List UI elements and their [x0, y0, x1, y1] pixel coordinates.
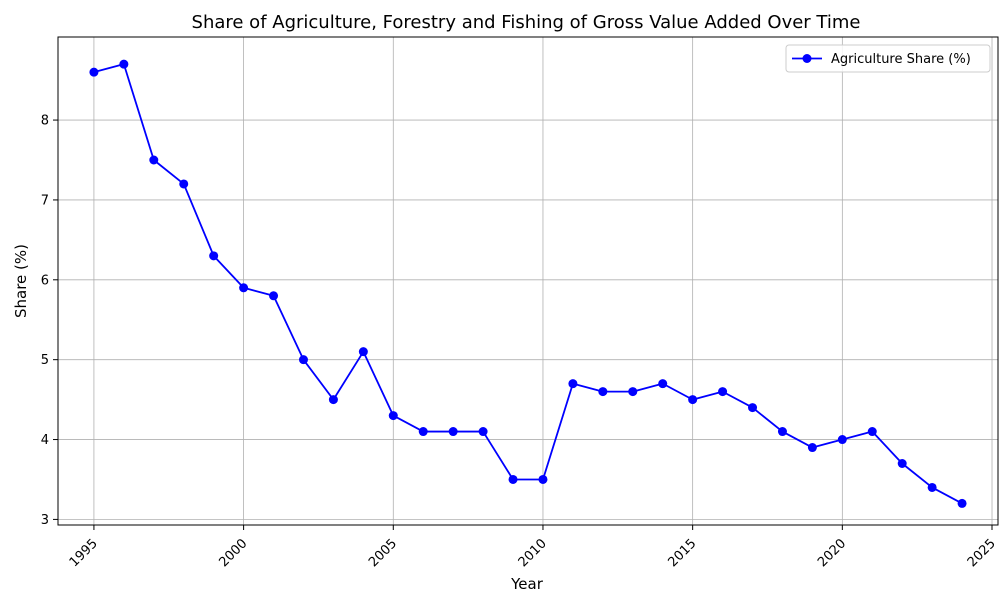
- data-point: [119, 59, 129, 69]
- x-tick-label: 2020: [815, 536, 849, 570]
- data-point: [658, 379, 668, 389]
- x-tick-label: 2010: [516, 536, 550, 570]
- data-point: [628, 387, 638, 397]
- y-tick-label: 6: [41, 273, 49, 288]
- grid-lines: [58, 37, 998, 525]
- x-tick-label: 1995: [67, 536, 101, 570]
- data-point: [777, 427, 787, 437]
- y-tick-label: 4: [41, 433, 49, 448]
- data-point: [718, 387, 728, 397]
- chart-title: Share of Agriculture, Forestry and Fishi…: [192, 12, 861, 33]
- data-point: [478, 427, 488, 437]
- data-point: [418, 427, 428, 437]
- x-axis-label: Year: [510, 575, 544, 592]
- legend-box: [785, 44, 991, 73]
- x-tick-label: 2025: [965, 536, 999, 570]
- data-point: [298, 355, 308, 365]
- legend-label: Agriculture Share (%): [831, 52, 971, 67]
- data-point: [897, 459, 907, 469]
- data-point: [89, 67, 99, 77]
- data-point: [239, 283, 249, 293]
- data-point: [568, 379, 578, 389]
- data-point: [358, 347, 368, 357]
- data-point: [837, 435, 847, 445]
- x-tick-label: 2000: [216, 536, 250, 570]
- series-layer: [89, 59, 967, 508]
- y-axis-ticks: 3 4 5 6 7 8: [41, 114, 58, 528]
- series-line: [93, 63, 963, 505]
- data-point: [448, 427, 458, 437]
- data-point: [538, 474, 548, 484]
- data-point: [179, 179, 189, 189]
- data-point: [269, 291, 279, 301]
- data-point: [688, 395, 698, 405]
- data-point: [598, 387, 608, 397]
- data-point: [149, 155, 159, 165]
- y-tick-label: 3: [41, 513, 49, 528]
- data-point: [867, 427, 877, 437]
- x-tick-label: 2015: [665, 536, 699, 570]
- y-axis-label: Share (%): [12, 244, 30, 318]
- data-point: [957, 498, 967, 508]
- legend: Agriculture Share (%): [785, 44, 991, 73]
- x-axis-ticks: 1995 2000 2005 2010 2015 2020 2025: [67, 525, 999, 570]
- data-point: [328, 395, 338, 405]
- x-tick-label: 2005: [366, 536, 400, 570]
- y-tick-label: 8: [41, 114, 49, 129]
- legend-marker-swatch: [802, 54, 812, 63]
- data-point: [508, 474, 518, 484]
- plot-area-frame: [57, 36, 999, 526]
- data-point: [388, 411, 398, 421]
- data-point: [748, 403, 758, 413]
- y-tick-label: 5: [41, 353, 49, 368]
- data-point: [209, 251, 219, 261]
- data-point: [807, 443, 817, 453]
- data-point: [927, 482, 937, 492]
- y-tick-label: 7: [41, 193, 49, 208]
